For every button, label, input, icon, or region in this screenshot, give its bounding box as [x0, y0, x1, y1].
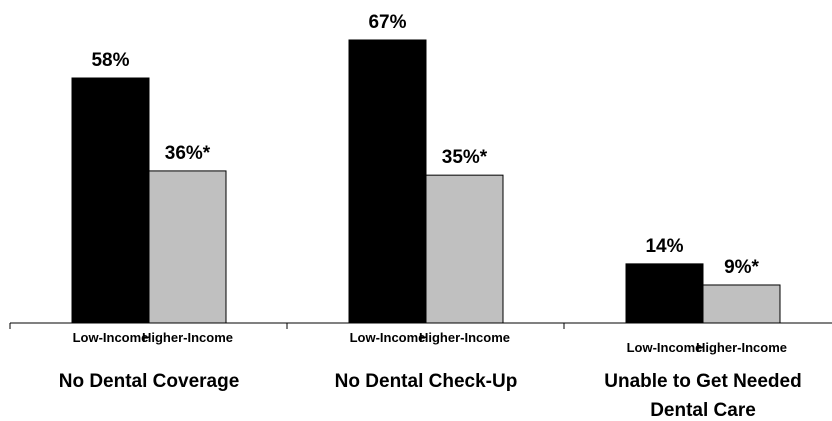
value-label: 9%* — [724, 257, 759, 278]
bars-layer — [71, 39, 781, 324]
category-label: Dental Care — [650, 400, 756, 421]
bar-higher-income-0 — [148, 170, 227, 324]
series-tick-label: Low-Income — [73, 330, 149, 345]
x-axis — [9, 322, 832, 329]
value-label: 36%* — [165, 143, 211, 164]
series-tick-label: Low-Income — [627, 340, 703, 355]
value-label: 58% — [91, 50, 129, 71]
bar-low-income-1 — [348, 39, 427, 324]
series-tick-label: Higher-Income — [142, 330, 233, 345]
series-tick-label: Low-Income — [350, 330, 426, 345]
bar-higher-income-2 — [702, 284, 781, 324]
series-tick-label: Higher-Income — [696, 340, 787, 355]
category-label: Unable to Get Needed — [604, 371, 801, 392]
category-label: No Dental Check-Up — [335, 371, 518, 392]
labels-layer: 58% Low-Income 36%* Higher-Income No Dental … — [59, 12, 802, 421]
value-label: 14% — [645, 236, 683, 257]
bar-higher-income-1 — [425, 174, 504, 324]
category-label: No Dental Coverage — [59, 371, 240, 392]
bar-low-income-2 — [625, 263, 704, 324]
bar-low-income-0 — [71, 77, 150, 324]
value-label: 67% — [368, 12, 406, 33]
value-label: 35%* — [442, 147, 488, 168]
series-tick-label: Higher-Income — [419, 330, 510, 345]
